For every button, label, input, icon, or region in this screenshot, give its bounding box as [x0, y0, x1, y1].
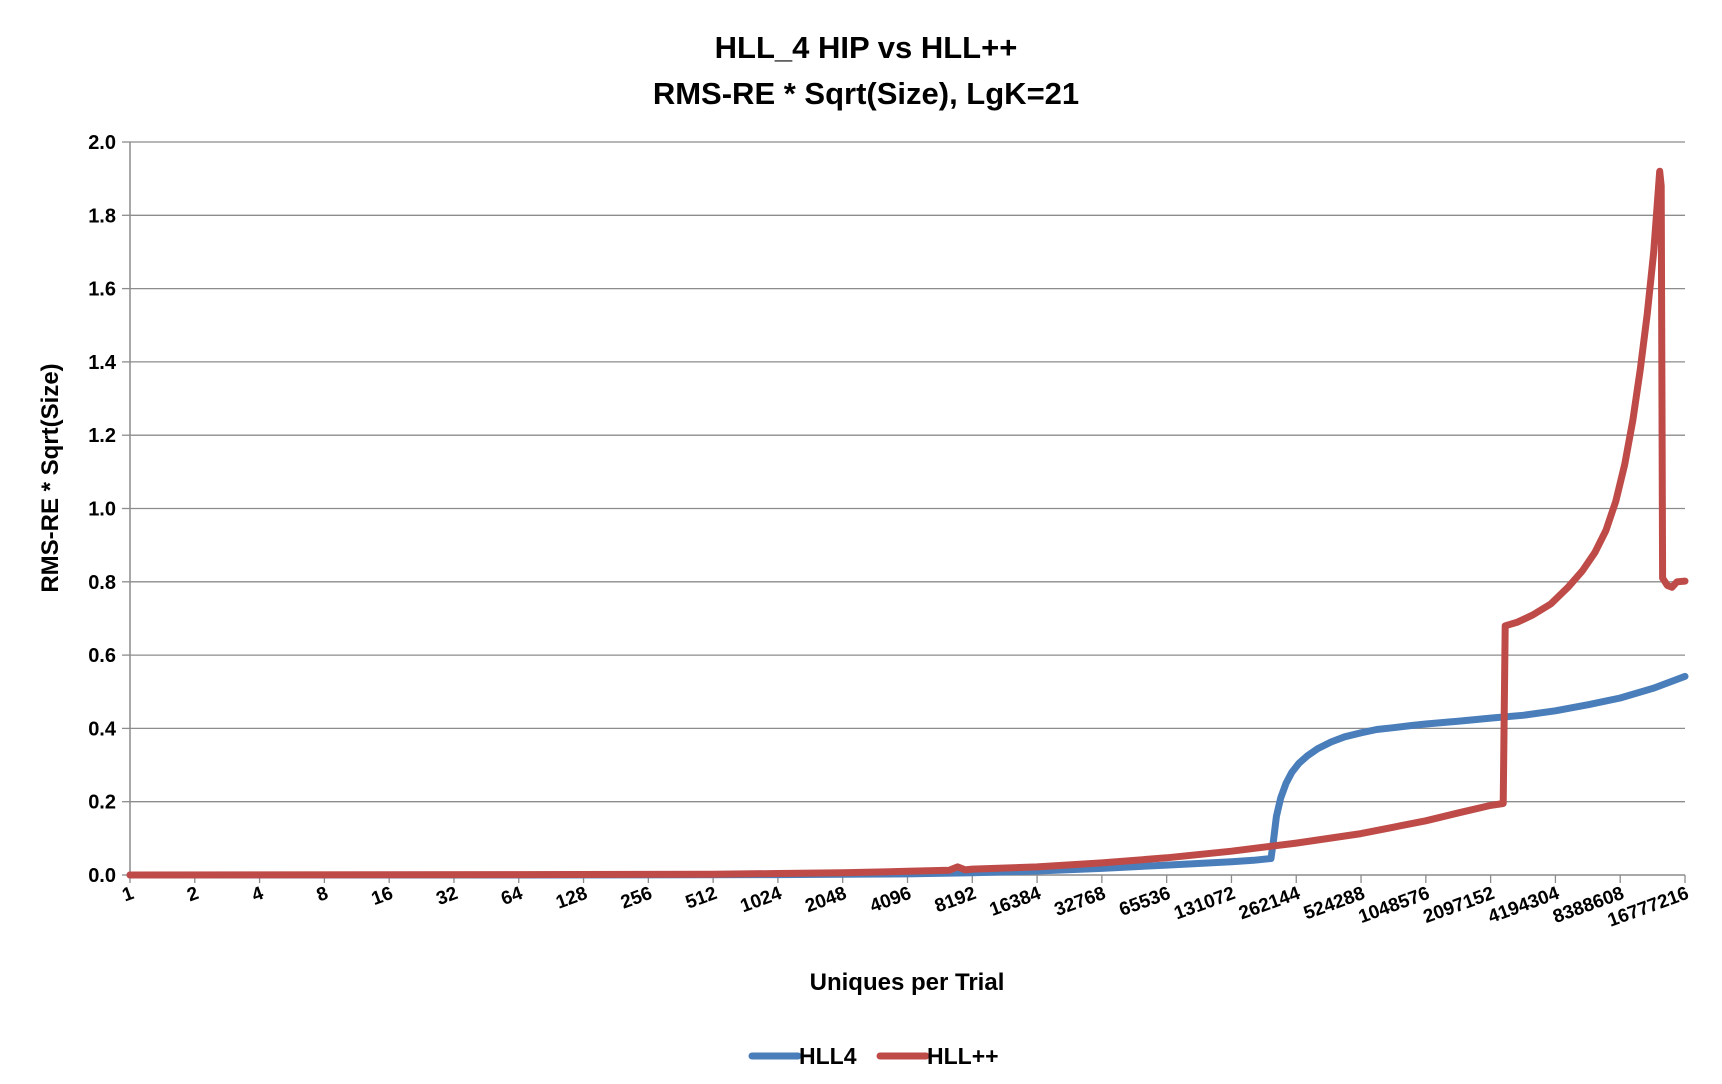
x-tick-label: 16 [369, 883, 396, 910]
x-tick-label: 256 [618, 883, 655, 914]
y-tick-label: 1.0 [88, 499, 116, 521]
series-line-hll4 [126, 672, 1689, 879]
y-tick-label: 2.0 [88, 132, 116, 154]
x-tick-label: 128 [553, 883, 590, 914]
y-tick-label: 1.4 [88, 352, 117, 374]
x-tick-label: 262144 [1236, 883, 1303, 925]
grid-lines [122, 141, 1685, 876]
y-tick-label: 1.6 [88, 279, 116, 301]
chart-title-line: HLL_4 HIP vs HLL++ [715, 30, 1018, 65]
y-axis-title: RMS-RE * Sqrt(Size) [37, 363, 64, 592]
x-tick-label: 32 [434, 883, 461, 910]
y-tick-label: 0.4 [88, 718, 117, 740]
legend: HLL4 HLL++ [748, 1043, 999, 1069]
y-tick-label: 0.0 [88, 865, 116, 887]
x-tick-labels: 1 2 4 8 16 32 64 128 256 512 1024 2048 4096 8192 16384… [120, 883, 1692, 932]
axes [129, 142, 1686, 883]
y-tick-label: 1.2 [88, 425, 116, 447]
series-line-hll [126, 167, 1689, 879]
x-axis-title: Uniques per Trial [810, 969, 1005, 996]
y-tick-label: 0.2 [88, 792, 116, 814]
chart-title: HLL_4 HIP vs HLL++ RMS-RE * Sqrt(Size), L… [653, 30, 1079, 111]
y-tick-label: 0.6 [88, 645, 116, 667]
y-tick-label: 1.8 [88, 205, 116, 227]
legend-label: HLL++ [927, 1043, 999, 1069]
x-tick-label: 32768 [1052, 883, 1109, 921]
x-tick-label: 2 [184, 883, 201, 906]
x-tick-label: 8192 [932, 883, 979, 917]
x-tick-label: 65536 [1117, 883, 1174, 921]
x-tick-label: 1 [120, 883, 138, 906]
x-tick-label: 4194304 [1485, 883, 1562, 928]
x-tick-label: 16384 [987, 883, 1044, 921]
y-tick-label: 0.8 [88, 572, 116, 594]
series-lines [126, 167, 1689, 879]
x-tick-label: 1048576 [1356, 883, 1433, 928]
x-tick-label: 131072 [1171, 883, 1238, 924]
x-tick-label: 512 [683, 883, 720, 914]
legend-label: HLL4 [799, 1043, 857, 1069]
x-tick-label: 1024 [738, 883, 785, 917]
x-tick-label: 4096 [867, 883, 914, 917]
x-tick-label: 8 [314, 883, 331, 906]
chart-title-line: RMS-RE * Sqrt(Size), LgK=21 [653, 76, 1079, 111]
x-tick-label: 4 [249, 883, 267, 906]
x-tick-label: 524288 [1301, 883, 1368, 924]
x-tick-label: 2048 [803, 883, 850, 917]
x-tick-label: 64 [498, 883, 525, 910]
x-tick-label: 2097152 [1421, 883, 1498, 928]
y-tick-labels: 0.0 0.2 0.4 0.6 0.8 1.0 1.2 1.4 1.6 1.8 2.0 [88, 132, 117, 887]
